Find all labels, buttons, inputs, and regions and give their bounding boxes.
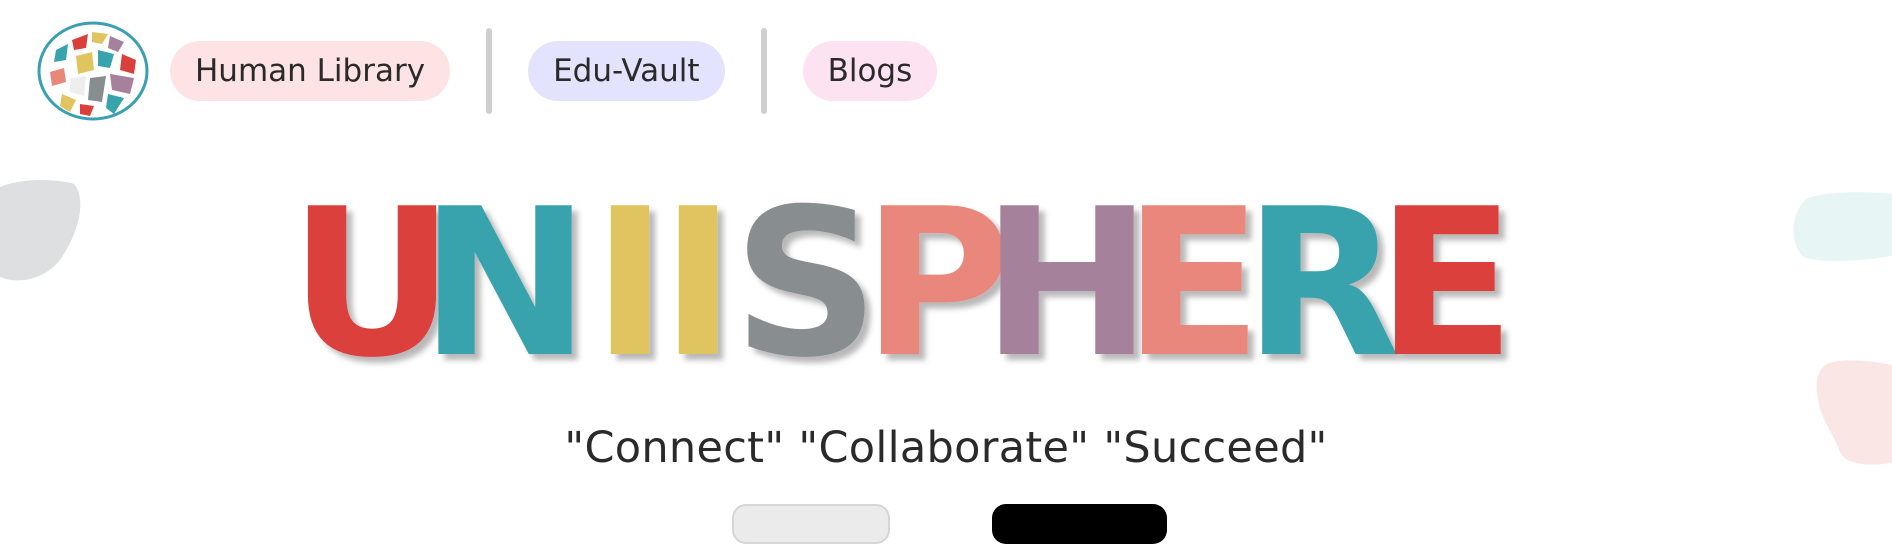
decorative-pink-blob xyxy=(1816,360,1892,465)
hero-letter-e: E xyxy=(1376,190,1515,380)
primary-button[interactable] xyxy=(992,504,1167,544)
hero-letter-i: I xyxy=(660,190,736,380)
secondary-button[interactable] xyxy=(732,504,890,544)
hero-tagline: "Connect" "Collaborate" "Succeed" xyxy=(564,423,1328,473)
nav-edu-vault-button[interactable]: Edu-Vault xyxy=(528,41,725,101)
decorative-gray-blob xyxy=(0,180,81,281)
hero-letter-u: U xyxy=(300,190,455,380)
hero-letter-e: E xyxy=(1123,190,1262,380)
hero-letter-p: P xyxy=(862,190,1012,380)
nav-blogs-button[interactable]: Blogs xyxy=(802,41,938,101)
nav-divider xyxy=(760,28,767,114)
nav-divider xyxy=(486,28,493,114)
hero-letter-s: S xyxy=(733,190,880,380)
hero-letter-r: R xyxy=(1243,190,1400,380)
nav-human-library-button[interactable]: Human Library xyxy=(170,41,451,101)
decorative-teal-blob xyxy=(1793,192,1892,261)
hero-letter-n: N xyxy=(420,190,591,380)
hero-letter-h: H xyxy=(982,190,1153,380)
uniisphere-logo-icon[interactable] xyxy=(36,20,150,122)
top-navigation: Human Library Edu-Vault Blogs xyxy=(36,20,938,122)
hero-letter-i: I xyxy=(592,190,668,380)
